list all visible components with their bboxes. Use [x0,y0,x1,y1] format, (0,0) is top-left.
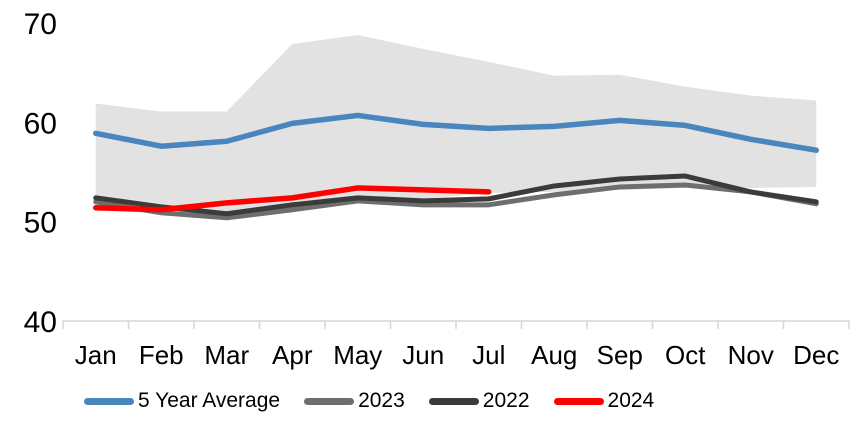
y-axis-tick-label: 40 [24,306,57,339]
x-axis-label-jun: Jun [402,340,444,370]
legend-item-2023: 2023 [304,389,405,413]
x-axis-label-mar: Mar [204,340,249,370]
y-axis-tick-label: 70 [24,8,57,41]
legend-swatch-2022 [428,397,479,405]
series-line-2023 [93,182,819,221]
x-axis-label-may: May [333,340,382,370]
x-axis-label-feb: Feb [139,340,184,370]
y-axis-tick-label: 60 [24,107,57,140]
x-axis-label-sep: Sep [597,340,643,370]
series-line-2024 [93,185,492,213]
legend-label-5-year-average: 5 Year Average [138,389,281,412]
series-line-5-year-average [93,112,819,153]
legend-item-2024: 2024 [553,389,655,413]
legend-item-5-year-average: 5 Year Average [84,389,280,413]
legend-label-2024: 2024 [607,389,655,412]
x-axis-label-jul: Jul [472,340,505,370]
x-axis-label-nov: Nov [728,340,774,370]
series-line-2022 [93,173,819,217]
x-axis-label-jan: Jan [75,340,117,370]
y-axis-tick-label: 50 [24,207,57,240]
legend-swatch-5-year-average [84,397,134,405]
legend-label-2022: 2022 [482,389,530,412]
legend-label-2023: 2023 [358,389,405,412]
x-axis-label-aug: Aug [531,340,577,370]
legend-item-2022: 2022 [428,389,530,413]
legend-swatch-2023 [304,397,355,405]
chart-legend: 5 Year Average 2023 2022 2024 [84,384,654,418]
legend-swatch-2024 [553,397,604,405]
x-axis-label-oct: Oct [665,340,706,370]
x-axis-label-apr: Apr [272,340,313,370]
x-axis-label-dec: Dec [793,340,839,370]
